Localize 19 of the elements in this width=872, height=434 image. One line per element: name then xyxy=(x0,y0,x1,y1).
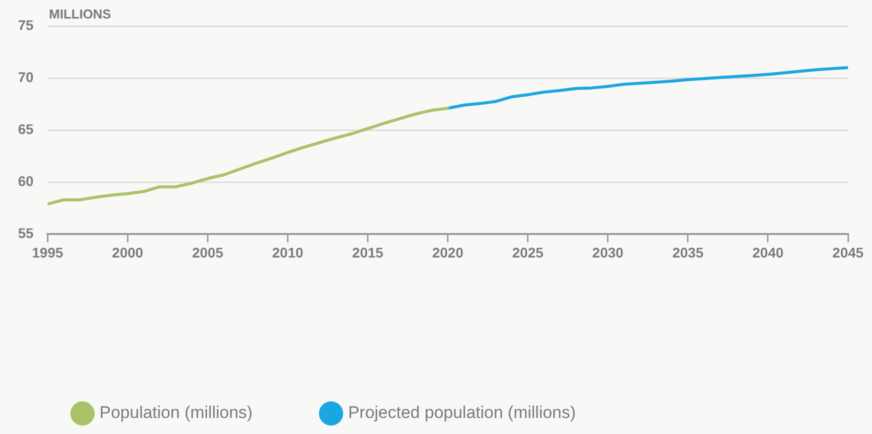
x-tick-label: 2040 xyxy=(752,244,784,260)
y-tick-label: 55 xyxy=(18,225,34,242)
x-tick-label: 2035 xyxy=(672,244,704,260)
x-tick-label: 2020 xyxy=(432,244,464,260)
x-tick-label: 2000 xyxy=(112,244,144,260)
y-axis-title: MILLIONS xyxy=(49,6,112,22)
y-tick-label: 60 xyxy=(18,173,34,190)
x-tick-label: 2030 xyxy=(592,244,624,260)
y-tick-label: 65 xyxy=(18,120,34,137)
y-tick-label: 70 xyxy=(18,68,34,85)
legend-label: Population (millions) xyxy=(100,403,253,422)
x-tick-label: 2045 xyxy=(832,244,864,260)
x-tick-label: 1995 xyxy=(32,244,64,260)
x-tick-label: 2005 xyxy=(192,244,224,260)
y-tick-label: 75 xyxy=(18,16,34,33)
x-tick-label: 2010 xyxy=(272,244,304,260)
x-tick-label: 2025 xyxy=(512,244,544,260)
legend-label: Projected population (millions) xyxy=(348,403,576,422)
x-tick-label: 2015 xyxy=(352,244,384,260)
